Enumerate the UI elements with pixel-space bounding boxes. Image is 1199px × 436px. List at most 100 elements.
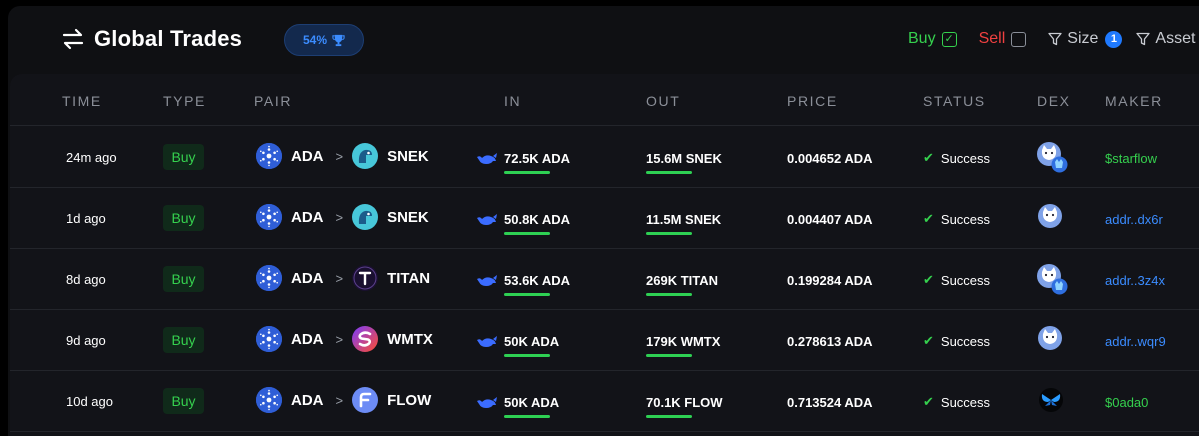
row-time: 8d ago — [66, 272, 106, 287]
whale-icon — [476, 274, 498, 288]
maker-link[interactable]: $0ada0 — [1105, 395, 1149, 410]
swap-arrows-icon — [62, 28, 84, 50]
buy-filter-checkbox[interactable]: ✓ — [941, 31, 957, 47]
amount-in-bar — [504, 415, 550, 418]
wmtx-token-icon — [352, 326, 379, 352]
cat-dex-multi-icon[interactable] — [1036, 141, 1068, 173]
trade-price: 0.004407 ADA — [787, 212, 873, 227]
size-count-badge: 1 — [1105, 30, 1123, 48]
maker-link[interactable]: addr..dx6r — [1105, 212, 1163, 227]
pair-to-token: SNEK — [387, 208, 429, 226]
table-row[interactable]: 24m ago Buy ADA > SNEK 72.5K ADA 15.6M S… — [10, 127, 1199, 188]
status-text: Success — [940, 211, 991, 227]
snek-token-icon — [352, 143, 379, 169]
amount-in: 53.6K ADA — [504, 273, 570, 288]
amount-out: 15.6M SNEK — [646, 151, 722, 166]
row-time: 10d ago — [66, 394, 113, 409]
cat-dex-icon[interactable] — [1036, 202, 1068, 234]
trade-pair[interactable]: ADA > SNEK — [256, 204, 429, 230]
table-row[interactable]: 9d ago Buy ADA > WMTX 50K ADA 179K WMTX … — [10, 310, 1199, 371]
butterfly-dex-icon[interactable] — [1036, 385, 1068, 417]
chevron-right-icon: > — [335, 331, 344, 347]
row-time: 9d ago — [66, 333, 106, 348]
chevron-right-icon: > — [335, 148, 344, 164]
amount-out-bar — [646, 354, 692, 357]
card-header: Global Trades 54% Buy ✓ Sell Size 1 — [8, 6, 1199, 74]
col-pair[interactable]: PAIR — [254, 93, 293, 109]
asset-filter-button[interactable]: Asset — [1136, 30, 1195, 48]
check-icon: ✔ — [923, 394, 934, 409]
col-status[interactable]: STATUS — [923, 93, 986, 109]
trade-price: 0.004652 ADA — [787, 151, 873, 166]
amount-out: 179K WMTX — [646, 334, 721, 349]
funnel-icon — [1048, 32, 1062, 46]
status-text: Success — [940, 394, 991, 410]
trade-type-badge: Buy — [163, 144, 204, 170]
col-out[interactable]: OUT — [646, 93, 681, 109]
buy-filter-label: Buy — [908, 30, 936, 47]
col-dex[interactable]: DEX — [1037, 93, 1071, 109]
trade-pair[interactable]: ADA > WMTX — [256, 326, 433, 352]
amount-out: 70.1K FLOW — [646, 395, 723, 410]
page-title: Global Trades — [94, 26, 243, 51]
row-time: 24m ago — [66, 150, 117, 165]
trade-pair[interactable]: ADA > SNEK — [256, 143, 429, 169]
amount-in: 72.5K ADA — [504, 151, 570, 166]
trade-type-badge: Buy — [163, 388, 204, 414]
chevron-right-icon: > — [335, 392, 344, 408]
pair-to-token: TITAN — [387, 269, 431, 287]
size-filter-button[interactable]: Size 1 — [1048, 30, 1123, 48]
col-in[interactable]: IN — [504, 93, 522, 109]
check-icon: ✔ — [923, 272, 934, 287]
trade-pair[interactable]: ADA > FLOW — [256, 387, 431, 413]
trade-pair[interactable]: ADA > TITAN — [256, 265, 430, 291]
pair-to-token: WMTX — [387, 330, 433, 348]
pair-from-token: ADA — [291, 208, 324, 226]
trade-price: 0.713524 ADA — [787, 395, 873, 410]
trade-status: ✔ Success — [923, 211, 990, 227]
pill-label: 54% — [302, 33, 328, 47]
maker-link[interactable]: addr..wqr9 — [1105, 334, 1166, 349]
col-maker[interactable]: MAKER — [1105, 93, 1163, 109]
whale-icon — [476, 152, 498, 166]
table-row[interactable]: 10d ago Buy ADA > FLOW 50K ADA 70.1K FLO… — [10, 371, 1199, 432]
pair-from-token: ADA — [291, 147, 324, 165]
trades-table: TIME TYPE PAIR IN OUT PRICE STATUS DEX M… — [10, 74, 1199, 436]
trophy-pill-button[interactable]: 54% — [284, 24, 364, 56]
col-time[interactable]: TIME — [62, 93, 102, 109]
pair-from-token: ADA — [291, 269, 324, 287]
trade-type-badge: Buy — [163, 266, 204, 292]
trade-status: ✔ Success — [923, 150, 990, 166]
col-price[interactable]: PRICE — [787, 93, 838, 109]
trade-status: ✔ Success — [923, 333, 990, 349]
sell-filter-checkbox[interactable] — [1011, 31, 1027, 47]
filters-bar: Buy ✓ Sell Size 1 Asset — [908, 30, 1199, 48]
amount-in: 50K ADA — [504, 334, 560, 349]
flow-token-icon — [352, 387, 379, 413]
pair-from-token: ADA — [291, 391, 324, 409]
cat-dex-icon[interactable] — [1036, 324, 1068, 356]
trade-status: ✔ Success — [923, 394, 990, 410]
title-group: Global Trades — [60, 26, 242, 52]
trade-price: 0.278613 ADA — [787, 334, 873, 349]
check-icon: ✔ — [923, 333, 934, 348]
ada-token-icon — [256, 143, 282, 169]
pair-from-token: ADA — [291, 330, 324, 348]
col-type[interactable]: TYPE — [163, 93, 206, 109]
amount-in-bar — [504, 293, 550, 296]
maker-link[interactable]: $starflow — [1105, 151, 1158, 166]
titan-token-icon — [352, 265, 379, 291]
table-row[interactable]: 8d ago Buy ADA > TITAN 53.6K ADA 269K TI… — [10, 249, 1199, 310]
whale-icon — [476, 213, 498, 227]
check-icon: ✔ — [923, 211, 934, 226]
sell-filter-label: Sell — [978, 30, 1006, 47]
trophy-icon — [332, 34, 345, 46]
chevron-right-icon: > — [335, 270, 344, 286]
table-row[interactable]: 1d ago Buy ADA > SNEK 50.8K ADA 11.5M SN… — [10, 188, 1199, 249]
check-icon: ✔ — [923, 150, 934, 165]
asset-filter-label: Asset — [1155, 30, 1196, 47]
maker-link[interactable]: addr..3z4x — [1105, 273, 1165, 288]
status-text: Success — [940, 150, 991, 166]
ada-token-icon — [256, 265, 282, 291]
cat-dex-multi-icon[interactable] — [1036, 263, 1068, 295]
